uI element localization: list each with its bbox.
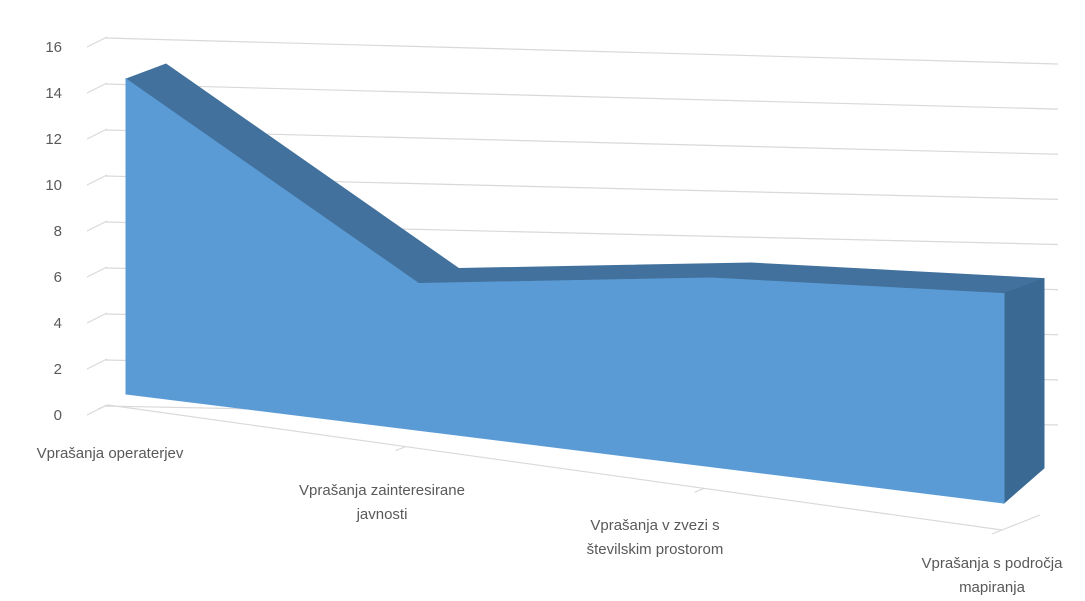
side-wall-gridline <box>86 312 108 324</box>
y-tick-label: 14 <box>45 85 62 102</box>
x-axis-tick <box>991 529 1003 535</box>
gridline <box>104 37 1059 65</box>
area-series <box>124 63 1045 505</box>
x-category-label: Vprašanja operaterjev <box>37 445 184 462</box>
area-front-face <box>125 78 1005 504</box>
y-tick-label: 6 <box>54 269 62 286</box>
side-wall-gridline <box>86 266 108 278</box>
x-axis-tick <box>694 487 705 493</box>
y-tick-label: 10 <box>45 177 62 194</box>
x-axis-tick <box>97 404 109 410</box>
side-wall-gridline <box>86 128 108 140</box>
x-axis-category-labels: Vprašanja operaterjev Vprašanja zainteres… <box>37 445 1063 596</box>
x-category-label: Vprašanja v zvezi s številskim prostorom <box>587 517 724 558</box>
axes <box>97 404 1041 535</box>
side-wall-gridline <box>86 82 108 94</box>
y-tick-label: 12 <box>45 131 62 148</box>
x-category-label: Vprašanja zainteresirane javnosti <box>299 482 465 523</box>
side-wall-gridline <box>86 358 108 370</box>
side-wall-gridline <box>86 220 108 232</box>
y-axis-tick-labels: 0 2 4 6 8 10 12 14 16 <box>45 39 62 424</box>
x-axis-line <box>107 404 1003 531</box>
x-axis-tick <box>395 446 406 452</box>
area-side-face <box>1003 277 1045 505</box>
side-wall-gridline <box>86 174 108 186</box>
y-tick-label: 0 <box>54 407 62 424</box>
y-tick-label: 8 <box>54 223 62 240</box>
floor-edge-line <box>1001 514 1041 531</box>
y-tick-label: 4 <box>54 315 62 332</box>
side-wall-gridline <box>86 36 108 48</box>
x-category-label: Vprašanja s področja mapiranja <box>922 555 1064 596</box>
gridline <box>104 83 1059 110</box>
y-tick-label: 2 <box>54 361 62 378</box>
y-tick-label: 16 <box>45 39 62 56</box>
